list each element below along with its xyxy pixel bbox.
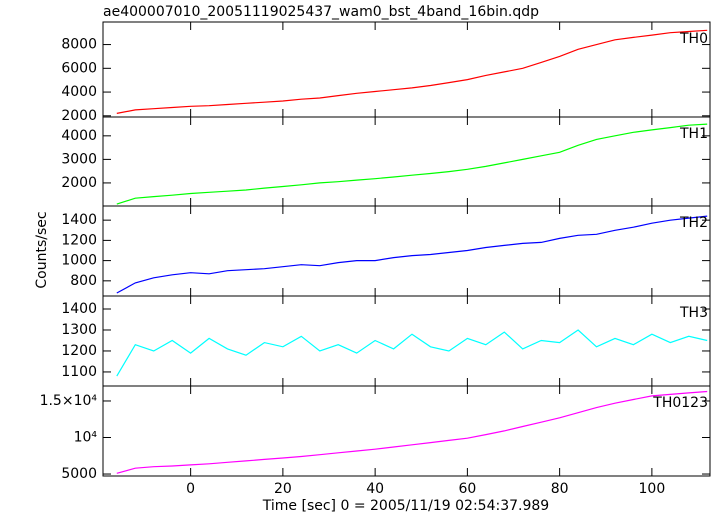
x-tick-label: 100: [639, 481, 666, 497]
data-line: [116, 29, 708, 114]
y-tick-label: 4000: [61, 128, 97, 144]
y-tick-label: 8000: [61, 37, 97, 53]
y-tick-label: 1.5×10⁴: [40, 393, 98, 409]
chart-title: ae400007010_20051119025437_wam0_bst_4ban…: [103, 4, 539, 20]
panel-frame: [102, 21, 711, 118]
y-tick-label: 800: [70, 273, 97, 289]
y-tick-label: 6000: [61, 60, 97, 76]
x-tick-label: 80: [551, 481, 569, 497]
x-tick-label: 0: [186, 481, 195, 497]
y-tick-label: 4000: [61, 84, 97, 100]
y-tick-label: 2000: [61, 175, 97, 191]
y-tick-label: 10⁴: [74, 430, 98, 446]
y-tick-label: 1400: [61, 212, 97, 228]
data-line: [116, 123, 708, 205]
x-tick-label: 40: [366, 481, 384, 497]
y-tick-label: 1300: [61, 322, 97, 338]
y-axis-label: Counts/sec: [34, 211, 50, 288]
series-label: TH2: [679, 215, 708, 231]
data-line: [116, 215, 708, 294]
series-label: TH0123: [652, 395, 708, 411]
panel-frame: [102, 116, 711, 207]
data-line: [116, 329, 708, 377]
y-tick-label: 5000: [61, 466, 97, 482]
y-tick-label: 1400: [61, 301, 97, 317]
y-tick-label: 1000: [61, 253, 97, 269]
x-tick-label: 60: [458, 481, 476, 497]
x-axis-label: Time [sec] 0 = 2005/11/19 02:54:37.989: [262, 498, 549, 514]
y-tick-label: 1200: [61, 343, 97, 359]
panel-frame: [102, 295, 711, 387]
panel-frame: [102, 385, 711, 477]
y-tick-label: 3000: [61, 151, 97, 167]
y-tick-label: 1200: [61, 232, 97, 248]
series-label: TH0: [679, 31, 708, 47]
data-line: [116, 390, 708, 474]
panel-frame: [102, 205, 711, 297]
x-tick-label: 20: [274, 481, 292, 497]
y-tick-label: 2000: [61, 108, 97, 124]
series-label: TH3: [679, 305, 708, 321]
series-label: TH1: [679, 126, 708, 142]
y-tick-label: 1100: [61, 364, 97, 380]
